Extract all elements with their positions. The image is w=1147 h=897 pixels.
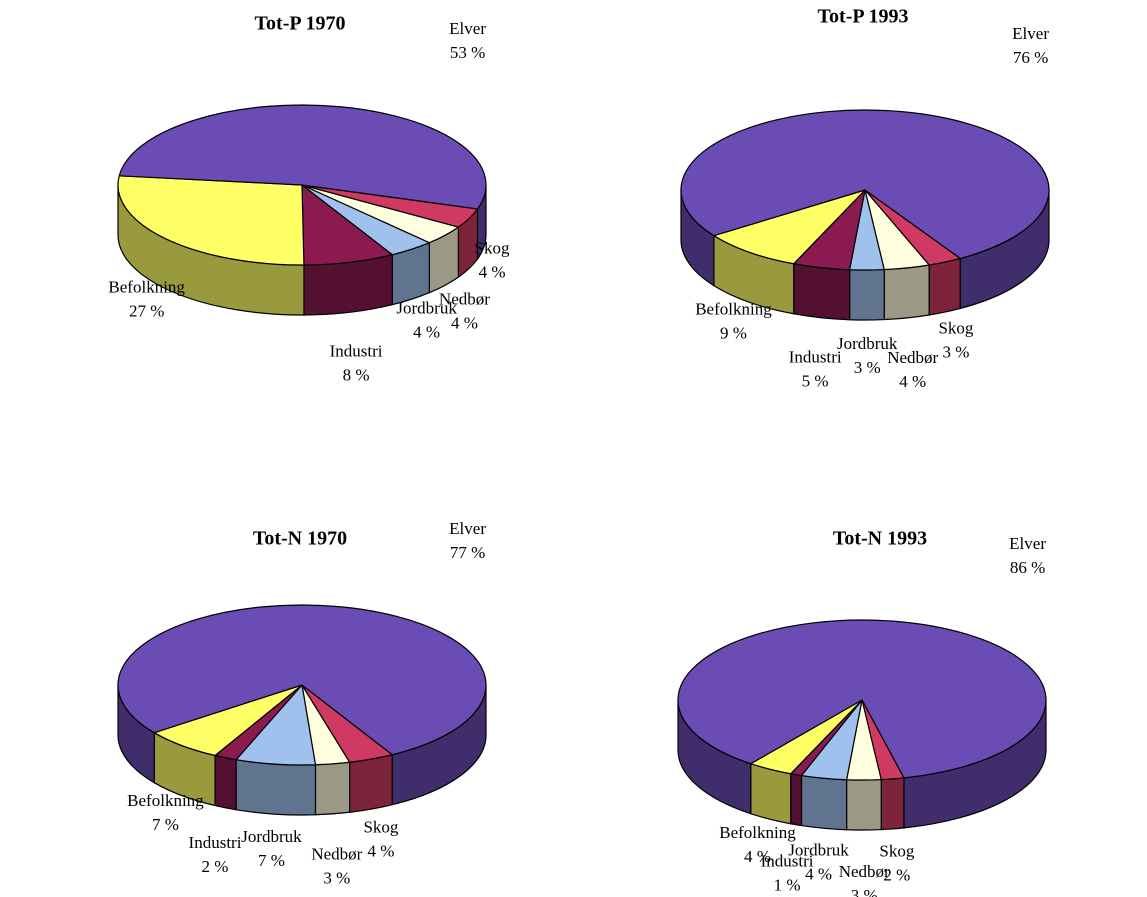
pie-side bbox=[214, 754, 237, 811]
slice-value: 53 % bbox=[450, 43, 485, 62]
chart-title: Tot-P 1993 bbox=[818, 6, 909, 28]
pie-side bbox=[349, 753, 393, 813]
slice-label: Jordbruk bbox=[837, 334, 898, 353]
slice-value: 3 % bbox=[854, 358, 881, 377]
slice-label: Befolkning bbox=[108, 278, 185, 297]
slice-label: Industri bbox=[789, 347, 842, 366]
slice-value: 9 % bbox=[720, 323, 747, 342]
slice-value: 7 % bbox=[258, 851, 285, 870]
slice-label: Jordbruk bbox=[241, 827, 302, 846]
slice-label: Skog bbox=[475, 238, 510, 257]
pie-side bbox=[314, 761, 351, 816]
slice-label: Skog bbox=[879, 842, 914, 861]
slice-value: 76 % bbox=[1013, 48, 1048, 67]
pie-side bbox=[883, 264, 930, 321]
slice-label: Skog bbox=[363, 817, 398, 836]
slice-value: 1 % bbox=[774, 876, 801, 895]
slice-value: 4 % bbox=[479, 262, 506, 281]
pie-slice bbox=[680, 109, 1050, 260]
pie-side bbox=[846, 778, 882, 831]
slice-value: 8 % bbox=[343, 366, 370, 385]
pie-slice bbox=[118, 104, 487, 210]
slice-label: Industri bbox=[189, 833, 242, 852]
pie-side bbox=[849, 268, 885, 321]
pie-slice bbox=[301, 183, 394, 266]
slice-label: Skog bbox=[938, 318, 973, 337]
pie-slice bbox=[712, 188, 868, 265]
pie-slice bbox=[117, 604, 487, 756]
chart-title: Tot-N 1970 bbox=[253, 528, 347, 550]
slice-label: Elver bbox=[1009, 534, 1046, 553]
slice-value: 7 % bbox=[152, 815, 179, 834]
slice-label: Elver bbox=[449, 519, 486, 538]
slice-label: Nedbør bbox=[887, 348, 938, 367]
slice-label: Jordbruk bbox=[788, 841, 849, 860]
slice-label: Elver bbox=[449, 19, 486, 38]
pie-side bbox=[793, 263, 851, 321]
slice-label: Befolkning bbox=[127, 791, 204, 810]
slice-value: 4 % bbox=[413, 322, 440, 341]
slice-value: 3 % bbox=[323, 869, 350, 888]
pie-side bbox=[790, 773, 803, 827]
pie-slice bbox=[117, 175, 305, 266]
slice-label: Nedbør bbox=[439, 289, 490, 308]
pie-side bbox=[928, 257, 961, 316]
slice-value: 4 % bbox=[451, 313, 478, 332]
chart-title: Tot-N 1993 bbox=[833, 528, 927, 550]
slice-value: 4 % bbox=[899, 372, 926, 391]
slice-value: 4 % bbox=[744, 847, 771, 866]
slice-value: 4 % bbox=[368, 841, 395, 860]
slice-label: Nedbør bbox=[311, 845, 362, 864]
chart-title: Tot-P 1970 bbox=[255, 13, 346, 35]
slice-value: 4 % bbox=[805, 865, 832, 884]
slice-label: Befolkning bbox=[719, 823, 796, 842]
slice-value: 5 % bbox=[802, 371, 829, 390]
slice-value: 77 % bbox=[450, 543, 485, 562]
slice-value: 3 % bbox=[851, 886, 878, 897]
slice-value: 86 % bbox=[1010, 558, 1045, 577]
pie-side bbox=[880, 777, 905, 831]
slice-label: Nedbør bbox=[839, 862, 890, 881]
slice-value: 2 % bbox=[883, 866, 910, 885]
slice-value: 3 % bbox=[943, 342, 970, 361]
slice-value: 27 % bbox=[129, 302, 164, 321]
slice-label: Industri bbox=[761, 852, 814, 871]
slice-label: Industri bbox=[330, 342, 383, 361]
pie-side bbox=[800, 774, 848, 831]
slice-label: Elver bbox=[1012, 24, 1049, 43]
pie-side bbox=[235, 758, 317, 816]
pie-slice bbox=[677, 619, 1047, 779]
slice-label: Jordbruk bbox=[396, 298, 457, 317]
slice-label: Befolkning bbox=[695, 299, 772, 318]
slice-value: 2 % bbox=[202, 857, 229, 876]
